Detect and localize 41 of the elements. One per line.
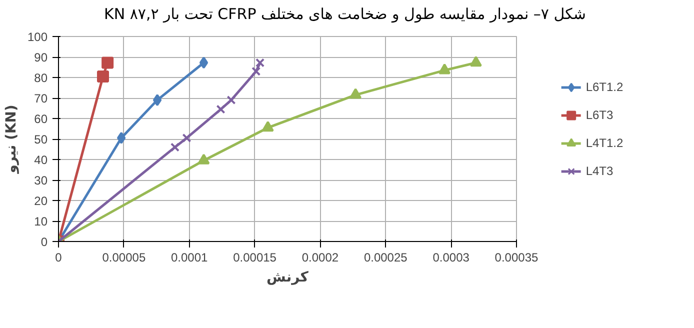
point bbox=[152, 94, 162, 106]
y-tick-label: 0 bbox=[40, 235, 48, 249]
point bbox=[96, 70, 109, 82]
y-tick-label: 70 bbox=[34, 92, 48, 106]
legend-label: L6T3 bbox=[586, 108, 614, 122]
x-tick-label: 0.0002 bbox=[302, 250, 339, 264]
y-tick-label: 60 bbox=[34, 112, 48, 126]
point bbox=[252, 66, 261, 76]
y-tick-label: 50 bbox=[34, 132, 48, 146]
point bbox=[102, 56, 114, 69]
point bbox=[438, 64, 451, 74]
point bbox=[198, 154, 210, 164]
y-tick-label: 80 bbox=[34, 71, 48, 85]
x-tick-label: 0 bbox=[55, 250, 62, 264]
x-tick-label: 0.00035 bbox=[494, 250, 539, 264]
x-tick-label: 0.0001 bbox=[171, 250, 208, 264]
chart-title: شکل ۷– نمودار مقایسه طول و ضخامت های مختلف CFRP تحت بار KN ۸۷,۲ bbox=[103, 4, 587, 25]
x-tick-label: 0.00015 bbox=[233, 250, 277, 264]
legend-label: L6T1.2 bbox=[586, 80, 624, 94]
y-tick-label: 10 bbox=[34, 214, 48, 228]
legend-label: L4T1.2 bbox=[586, 136, 624, 150]
x-tick-label: 0.0003 bbox=[432, 250, 470, 264]
x-tick-label: 0.00005 bbox=[102, 250, 146, 264]
point bbox=[199, 56, 208, 69]
y-axis-title: نیرو (KN) bbox=[3, 104, 20, 174]
point bbox=[255, 58, 265, 68]
point bbox=[116, 132, 126, 144]
y-tick-label: 90 bbox=[34, 50, 48, 64]
y-tick-label: 20 bbox=[34, 194, 48, 208]
point bbox=[182, 133, 192, 143]
point bbox=[262, 120, 274, 132]
point bbox=[226, 96, 236, 105]
y-tick-label: 40 bbox=[34, 153, 48, 167]
point bbox=[216, 104, 226, 114]
point bbox=[170, 142, 180, 152]
y-tick-label: 100 bbox=[27, 30, 48, 44]
x-tick-label: 0.00025 bbox=[364, 250, 408, 264]
legend-label: L4T3 bbox=[586, 164, 614, 178]
y-tick-label: 30 bbox=[34, 174, 48, 188]
point bbox=[350, 88, 362, 99]
x-axis-title: کرنش bbox=[266, 270, 310, 286]
